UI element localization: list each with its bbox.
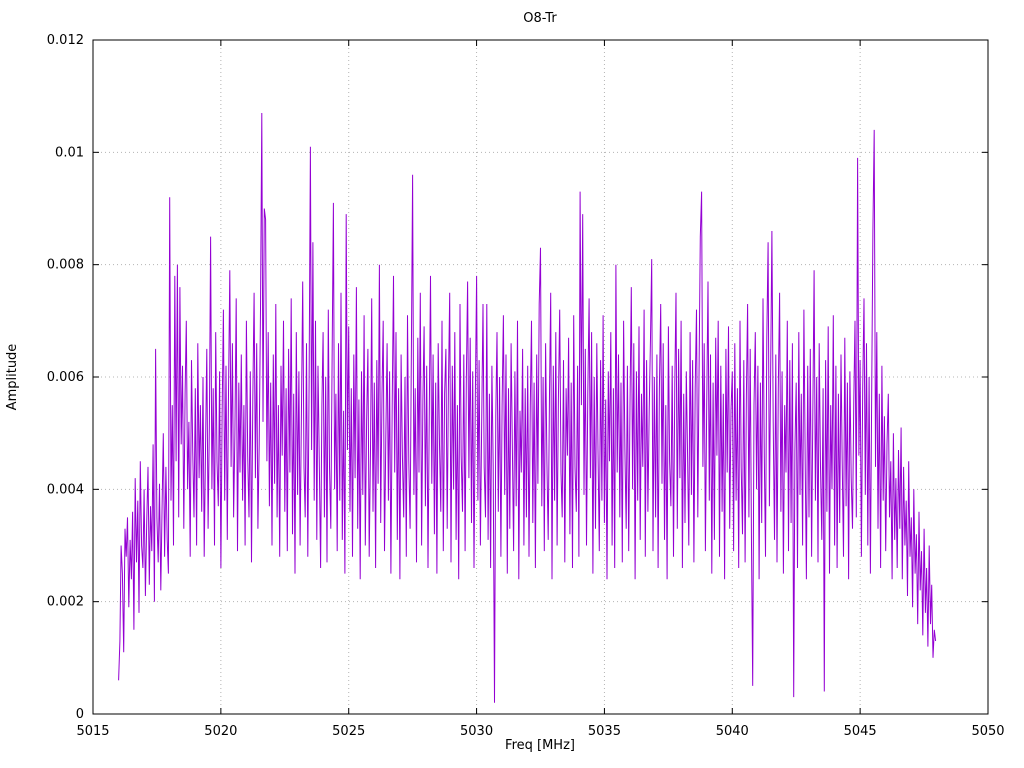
y-tick-label: 0.012 [47, 33, 84, 48]
x-tick-label: 5025 [332, 724, 365, 739]
plot-border [92, 39, 989, 715]
x-tick-label: 5020 [204, 724, 237, 739]
series-layer [118, 112, 937, 703]
y-tick-label: 0.006 [47, 370, 84, 385]
axes-layer [92, 39, 989, 715]
y-tick-label: 0.01 [55, 145, 84, 160]
y-axis-label: Amplitude [5, 344, 20, 411]
x-tick-label: 5035 [588, 724, 621, 739]
y-tick-label: 0.002 [47, 595, 84, 610]
y-tick-label: 0.008 [47, 258, 84, 273]
x-tick-label: 5045 [844, 724, 877, 739]
x-tick-label: 5030 [460, 724, 493, 739]
y-tick-label: 0.004 [47, 482, 84, 497]
x-tick-label: 5050 [971, 724, 1004, 739]
chart-title: O8-Tr [523, 11, 557, 26]
x-axis-label: Freq [MHz] [505, 738, 575, 753]
series-line [118, 112, 937, 703]
x-tick-label: 5040 [716, 724, 749, 739]
y-tick-label: 0 [76, 707, 84, 722]
tick-label-layer: 5015 5020 5025 5030 5035 5040 5045 5050 0 0.002 0.… [47, 33, 1005, 739]
x-tick-label: 5015 [76, 724, 109, 739]
